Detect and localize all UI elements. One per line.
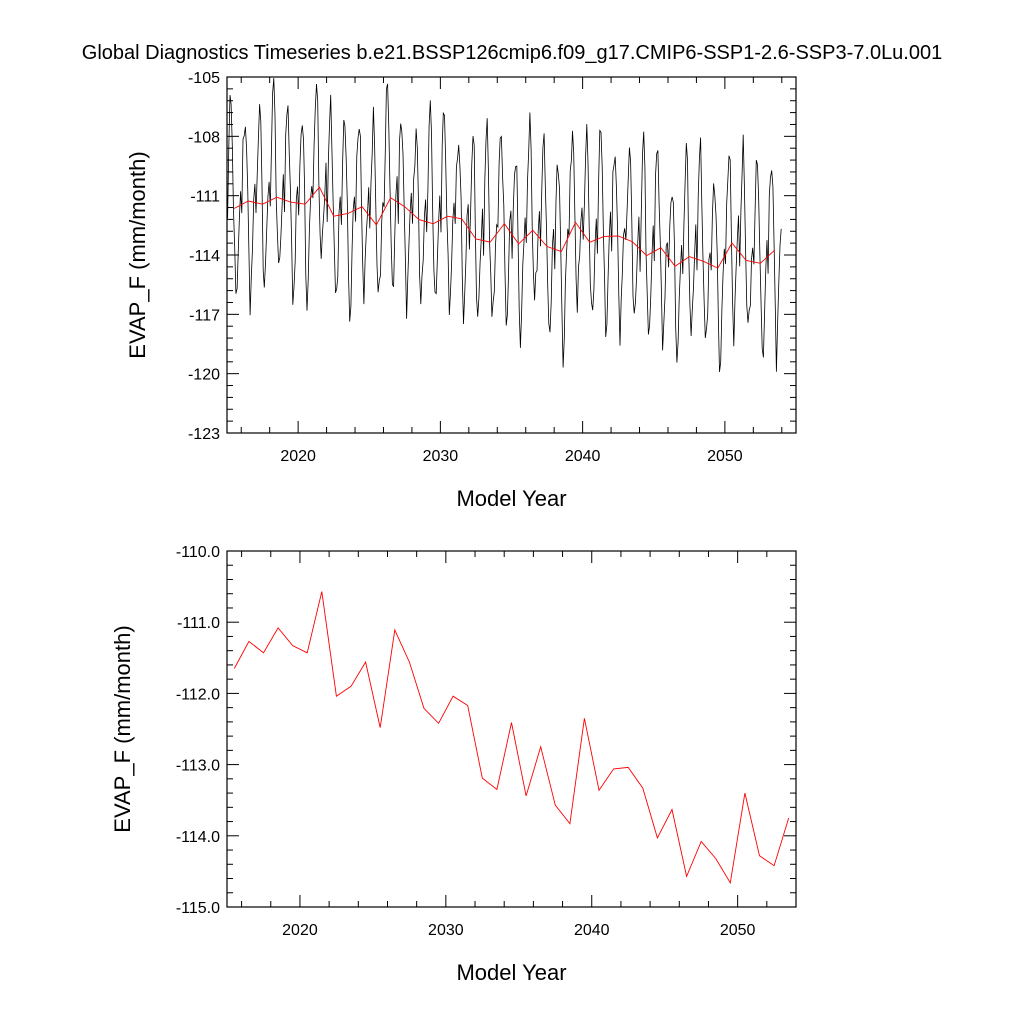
x-tick-label: 2020 bbox=[280, 448, 316, 465]
x-tick-label: 2040 bbox=[565, 448, 601, 465]
annual-mean-series-line bbox=[233, 186, 776, 269]
plot-frame-top bbox=[226, 76, 797, 434]
y-tick-label: -108 bbox=[188, 129, 220, 146]
x-tick-label: 2020 bbox=[282, 922, 318, 939]
y-tick-label: -111 bbox=[190, 189, 220, 206]
y-axis-title: EVAP_F (mm/month) bbox=[125, 151, 150, 358]
x-axis-title: Model Year bbox=[456, 960, 566, 985]
y-tick-label: -110.0 bbox=[176, 544, 220, 561]
y-tick-label: -115.0 bbox=[176, 900, 220, 917]
monthly-series-line bbox=[227, 78, 782, 372]
x-tick-label: 2050 bbox=[707, 448, 743, 465]
y-tick-label: -114.0 bbox=[176, 829, 220, 846]
plot-frame-bottom bbox=[226, 550, 797, 908]
y-tick-label: -111.0 bbox=[177, 615, 220, 632]
y-tick-label: -123 bbox=[188, 426, 220, 443]
x-tick-label: 2030 bbox=[428, 922, 464, 939]
y-tick-label: -120 bbox=[188, 367, 220, 384]
annual-mean-series-line bbox=[233, 591, 790, 885]
y-tick-label: -105 bbox=[188, 70, 220, 87]
y-tick-label: -112.0 bbox=[176, 686, 220, 703]
x-tick-label: 2030 bbox=[423, 448, 459, 465]
y-tick-label: -117 bbox=[189, 307, 220, 324]
y-tick-label: -114 bbox=[189, 248, 220, 265]
x-tick-label: 2040 bbox=[574, 922, 610, 939]
x-tick-label: 2050 bbox=[720, 922, 756, 939]
y-tick-label: -113.0 bbox=[176, 758, 220, 775]
page-title: Global Diagnostics Timeseries b.e21.BSSP… bbox=[81, 42, 943, 64]
y-axis-title: EVAP_F (mm/month) bbox=[110, 625, 135, 832]
x-axis-title: Model Year bbox=[456, 486, 566, 511]
